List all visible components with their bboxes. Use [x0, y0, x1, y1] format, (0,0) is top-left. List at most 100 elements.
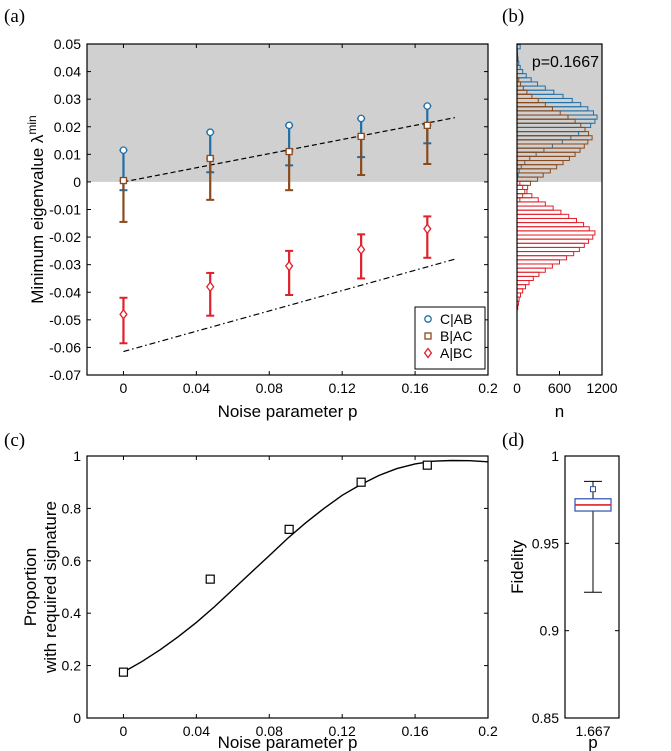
point-c-ab [206, 128, 215, 137]
x-axis-label: p [588, 733, 597, 751]
panel-a: 0 0.04 0.08 0.12 0.16 0.2 -0.07 -0.06 -0.05 -0.04… [25, 36, 498, 421]
hist-bar-a-bc [516, 201, 546, 207]
x-tick-label: 0.2 [478, 380, 498, 396]
hist-bar-a-bc [516, 259, 560, 265]
hist-bar-a-bc [516, 222, 585, 228]
y-axis-label: Minimum eigenvalue λmin [25, 115, 47, 303]
y-axis-label-superscript: min [25, 115, 39, 134]
point-a-bc [284, 260, 294, 272]
x-tick-label: 0 [120, 380, 128, 396]
x-tick-label: 0.04 [183, 380, 210, 396]
hist-bar-a-bc [516, 238, 590, 244]
y-tick-label: -0.06 [49, 339, 81, 355]
y-tick-label: -0.04 [49, 284, 81, 300]
y-tick-label: 0.03 [54, 91, 81, 107]
hist-bar-b-ac [516, 189, 526, 195]
panel-label-b: (b) [502, 6, 524, 27]
y-tick-label: 0.2 [62, 658, 82, 674]
x-tick-label: 0.12 [329, 380, 356, 396]
x-tick-label: 0.08 [256, 380, 283, 396]
box-outlier [590, 486, 596, 493]
y-tick-label: 0.04 [54, 64, 81, 80]
panel-label-a: (a) [4, 6, 25, 27]
point-a-bc [356, 243, 366, 256]
shaded-region [87, 44, 488, 182]
x-tick-label: 0.12 [329, 723, 356, 739]
data-point [422, 460, 432, 470]
hist-bar-a-bc [516, 217, 577, 224]
hist-bar-a-bc [516, 267, 546, 273]
y-tick-label: 0.8 [62, 500, 82, 516]
y-tick-label: 0 [73, 710, 81, 726]
point-c-ab [285, 121, 293, 130]
data-point [356, 477, 366, 487]
fit-curve [123, 459, 489, 673]
x-axis-label: Noise parameter p [218, 402, 358, 421]
hist-annotation: p=0.1667 [532, 54, 599, 71]
y-tick-label: -0.07 [49, 367, 81, 383]
y-tick-label: 0.05 [54, 36, 81, 52]
hist-bar-a-bc [516, 226, 590, 232]
hist-bar-a-bc [516, 234, 594, 240]
point-a-bc [119, 308, 128, 320]
x-tick-label: 0 [120, 723, 128, 739]
point-b-ac [119, 176, 128, 185]
y-tick-label: -0.03 [49, 257, 81, 273]
shaded-region [517, 44, 602, 182]
legend-marker [423, 347, 433, 359]
legend-label: B|AC [440, 328, 472, 344]
panel-c: 0 0.04 0.08 0.12 0.16 0.2 0 0.2 0.4 0.6 0.8 1 Noise … [21, 448, 498, 751]
hist-bar-a-bc [516, 230, 596, 236]
x-tick-label: 0.08 [256, 723, 283, 739]
x-tick-label: 0.16 [401, 380, 428, 396]
x-tick-label: 0 [513, 380, 521, 396]
point-b-ac [423, 121, 431, 130]
hist-bar-a-bc [516, 213, 570, 219]
point-a-bc [206, 281, 215, 293]
y-tick-label: 0.85 [532, 710, 559, 726]
y-tick-label: 0.6 [62, 553, 82, 569]
legend-label: A|BC [440, 345, 472, 361]
y-tick-label: 0 [73, 174, 81, 190]
hist-bar-a-bc [516, 193, 533, 199]
hist-bar-a-bc [516, 288, 524, 294]
point-c-ab [423, 102, 432, 110]
x-tick-label: 0.2 [478, 723, 498, 739]
hist-bar-a-bc [516, 275, 534, 282]
data-point [205, 574, 215, 584]
panel-label-d: (d) [502, 430, 524, 451]
y-tick-label: 1 [73, 448, 81, 464]
point-c-ab [357, 114, 365, 123]
panel-b: 0 600 1200 p=0.1667 n [513, 43, 618, 421]
axes-frame [564, 455, 620, 719]
x-tick-label: 1.667 [575, 723, 610, 739]
x-axis-label: n [555, 402, 564, 421]
x-tick-label: 1200 [586, 380, 617, 396]
y-tick-label: 0.9 [540, 623, 560, 639]
y-tick-label: 0.4 [62, 605, 82, 621]
hist-bar-a-bc [516, 242, 585, 248]
axes-frame [86, 43, 489, 376]
data-point [284, 524, 294, 534]
x-tick-label: 600 [548, 380, 572, 396]
legend-label: C|AB [440, 311, 472, 327]
hist-bar-a-bc [516, 184, 524, 191]
x-tick-label: 0.04 [183, 723, 210, 739]
hist-bar-a-bc [516, 271, 540, 277]
y-tick-label: 1 [551, 448, 559, 464]
legend-marker [424, 315, 432, 323]
hist-bar-a-bc [516, 189, 528, 195]
hist-bar-a-bc [516, 209, 562, 215]
hist-bar-a-bc [516, 284, 526, 290]
dashdot-fit-line [123, 258, 455, 353]
hist-bar-a-bc [516, 246, 580, 253]
panel-label-c: (c) [4, 430, 25, 451]
axes-frame [516, 43, 603, 376]
hist-bar-a-bc [516, 251, 575, 257]
legend-marker [424, 332, 432, 340]
data-point [118, 667, 129, 677]
y-axis-label-line2: with required signature [41, 501, 60, 674]
hist-bar-a-bc [516, 255, 568, 261]
